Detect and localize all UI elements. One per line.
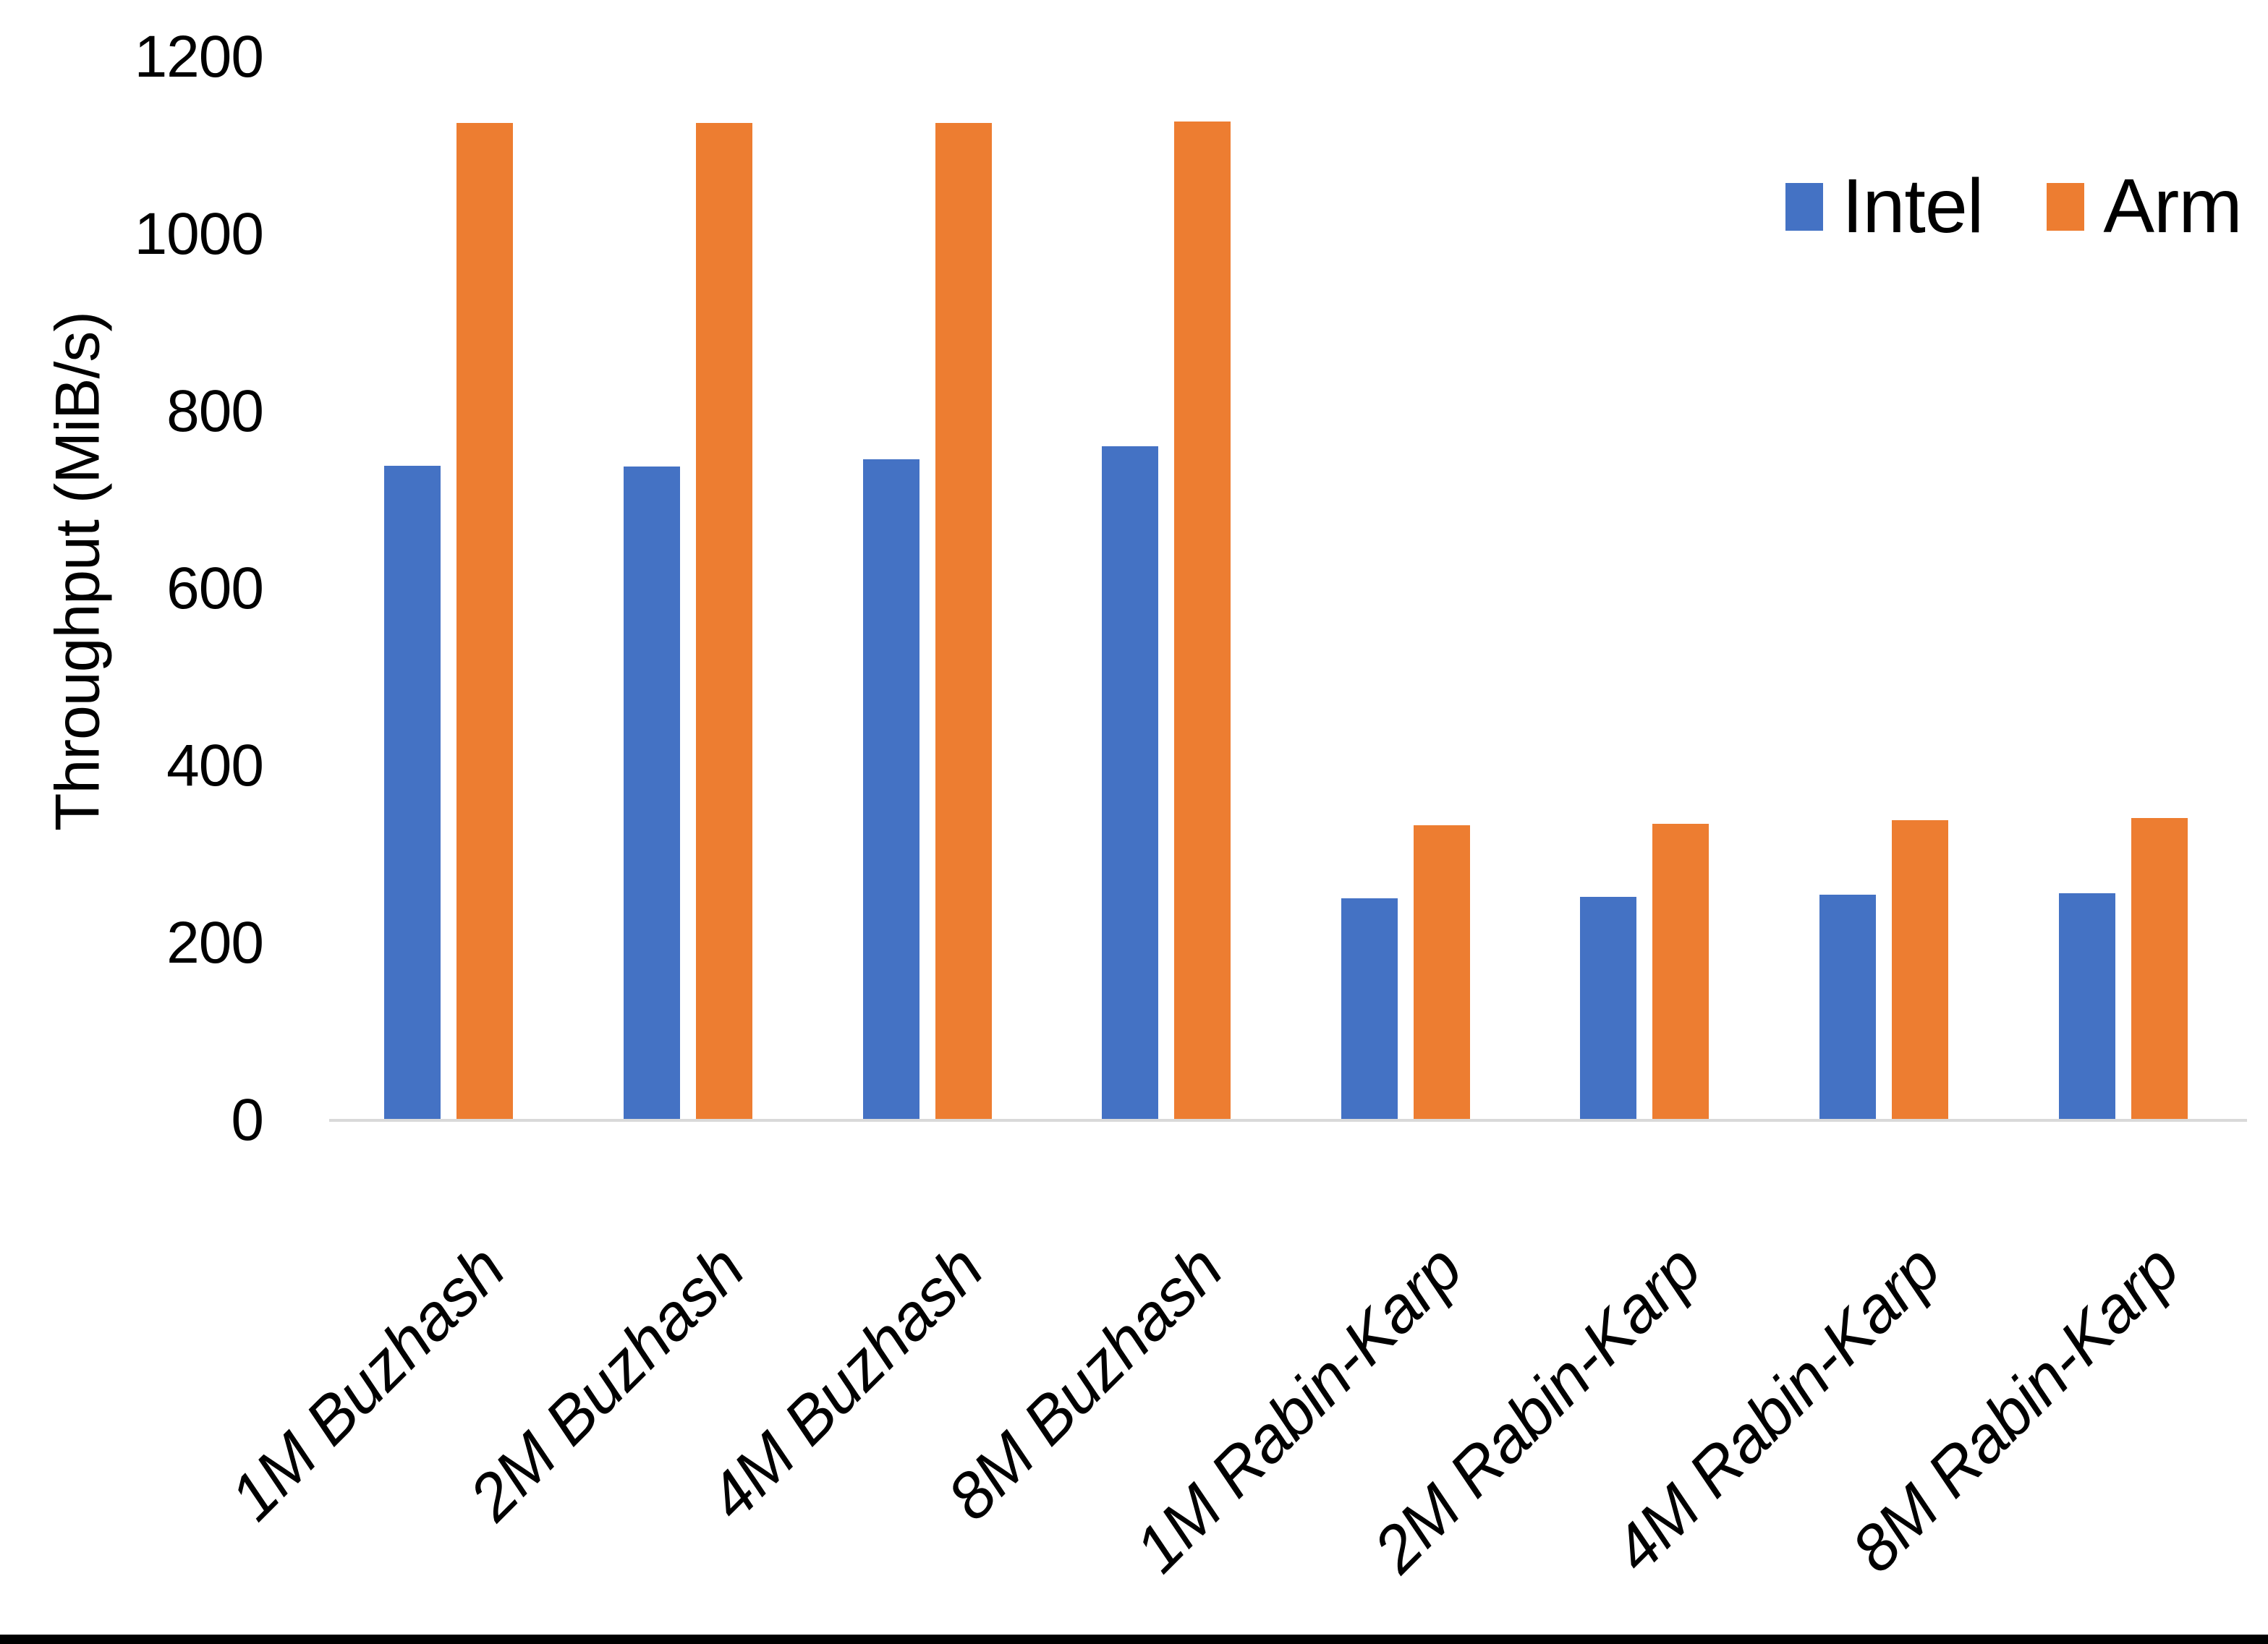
legend: Intel Arm	[1785, 163, 2243, 250]
bar-intel-8	[2058, 893, 2115, 1120]
y-tick-label: 600	[166, 555, 264, 621]
category-group	[329, 57, 569, 1120]
bar-intel-3	[862, 459, 919, 1120]
y-tick-label: 0	[231, 1087, 264, 1153]
category-group	[1764, 57, 2004, 1120]
bottom-border-line	[0, 1635, 2268, 1644]
bar-arm-5	[1413, 825, 1470, 1120]
bar-arm-3	[935, 122, 992, 1120]
legend-swatch-arm	[2047, 182, 2085, 231]
y-tick-label: 1200	[134, 24, 264, 90]
bar-intel-4	[1102, 446, 1159, 1120]
x-axis-line	[329, 1119, 2247, 1122]
legend-label-intel: Intel	[1842, 163, 1984, 249]
bar-intel-2	[623, 466, 680, 1120]
category-group	[1047, 57, 1286, 1120]
bar-intel-5	[1341, 898, 1398, 1120]
bar-arm-4	[1174, 122, 1231, 1120]
bar-intel-7	[1819, 894, 1877, 1120]
y-tick-label: 800	[166, 378, 264, 444]
bar-arm-1	[456, 122, 514, 1120]
y-tick-label: 200	[166, 910, 264, 976]
category-group	[2003, 57, 2243, 1120]
legend-label-arm: Arm	[2103, 163, 2242, 249]
y-tick-label: 1000	[134, 201, 264, 267]
bar-arm-2	[695, 122, 752, 1120]
bar-arm-7	[1892, 819, 1949, 1120]
bar-arm-8	[2131, 818, 2188, 1120]
plot-area	[329, 57, 2247, 1122]
category-group	[1525, 57, 1764, 1120]
bar-intel-1	[384, 465, 441, 1120]
bar-intel-6	[1580, 897, 1637, 1120]
bar-arm-6	[1652, 823, 1710, 1120]
y-tick-label: 400	[166, 733, 264, 798]
category-group	[1286, 57, 1526, 1120]
legend-swatch-intel	[1785, 182, 1823, 231]
category-group	[807, 57, 1047, 1120]
category-group	[569, 57, 808, 1120]
